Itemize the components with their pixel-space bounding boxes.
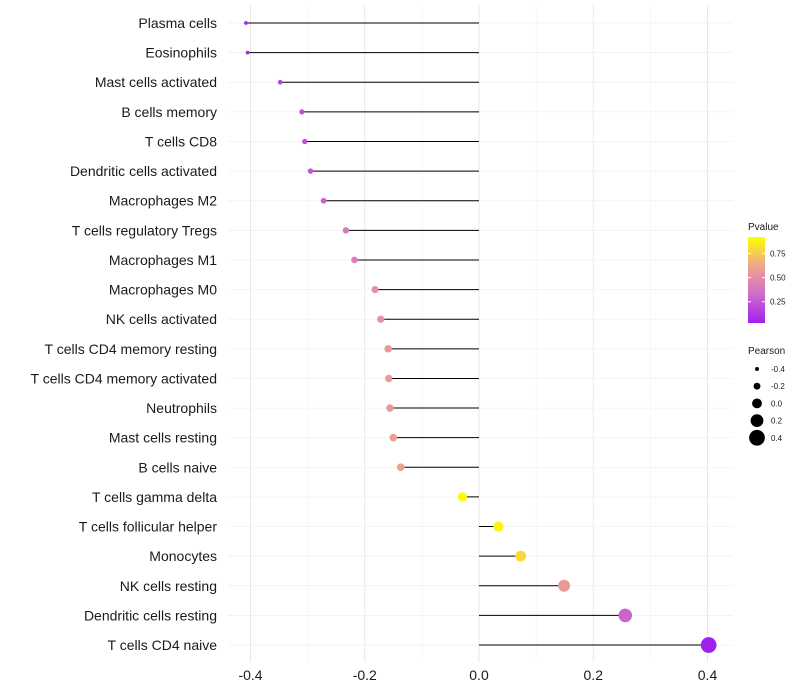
data-point <box>700 637 717 653</box>
data-point <box>558 579 571 592</box>
data-point <box>277 79 283 85</box>
category-label: Mast cells resting <box>109 430 217 446</box>
category-label: Plasma cells <box>138 15 217 31</box>
pearson-legend-label: -0.2 <box>771 382 785 391</box>
category-label: T cells regulatory Tregs <box>72 222 217 238</box>
category-label: Monocytes <box>149 548 217 564</box>
stem-layer <box>245 22 709 646</box>
pearson-legend-label: -0.4 <box>771 365 785 374</box>
x-tick-label: 0.2 <box>584 667 604 683</box>
x-tick-label: 0.4 <box>698 667 718 683</box>
data-point <box>515 550 527 562</box>
data-point <box>307 168 314 174</box>
data-point <box>351 256 358 264</box>
category-label: NK cells activated <box>106 311 217 327</box>
category-label: Macrophages M2 <box>109 193 217 209</box>
data-point <box>384 345 392 353</box>
data-point <box>385 374 393 383</box>
data-point <box>371 286 379 294</box>
category-label: Eosinophils <box>145 45 217 61</box>
category-label: T cells CD4 naive <box>108 637 218 653</box>
x-tick-label: 0.0 <box>469 667 489 683</box>
category-label: B cells memory <box>121 104 217 120</box>
data-point <box>342 227 350 234</box>
category-label: Neutrophils <box>146 400 217 416</box>
pvalue-legend: Pvalue 0.25 0.50 0.75 <box>748 222 786 323</box>
data-point <box>299 109 305 115</box>
x-tick-label: -0.2 <box>353 667 377 683</box>
category-label: Mast cells activated <box>95 74 217 90</box>
data-point <box>386 404 394 412</box>
category-label: T cells gamma delta <box>92 489 217 505</box>
data-point <box>457 492 468 502</box>
pvalue-legend-label: 0.50 <box>770 274 786 283</box>
point-layer <box>244 21 717 653</box>
pearson-legend-dot <box>752 398 762 409</box>
category-label: B cells naive <box>138 459 217 475</box>
category-label: T cells CD4 memory activated <box>31 370 217 386</box>
data-point <box>244 21 248 25</box>
data-point <box>493 521 504 532</box>
pvalue-legend-label: 0.75 <box>770 249 786 258</box>
pvalue-colorbar <box>748 237 765 323</box>
data-point <box>377 315 385 323</box>
category-label: T cells CD8 <box>145 133 217 149</box>
data-point <box>618 608 633 623</box>
pvalue-legend-label: 0.25 <box>770 298 786 307</box>
category-label: T cells CD4 memory resting <box>45 341 217 357</box>
data-point <box>302 138 308 145</box>
pvalue-legend-title: Pvalue <box>748 222 779 233</box>
pearson-legend-label: 0.0 <box>771 399 783 408</box>
data-point <box>389 433 398 442</box>
category-label: Dendritic cells activated <box>70 163 217 179</box>
grid-layer <box>228 5 733 662</box>
pearson-legend-dot <box>753 382 761 390</box>
category-label: Macrophages M0 <box>109 282 217 298</box>
category-label: Macrophages M1 <box>109 252 217 268</box>
data-point <box>396 463 405 472</box>
pearson-legend-label: 0.2 <box>771 417 783 426</box>
pearson-legend: Pearson -0.4 -0.2 0.0 0.2 0.4 <box>748 346 785 446</box>
x-axis-ticks: -0.4 -0.2 0.0 0.2 0.4 <box>238 667 717 683</box>
category-label: T cells follicular helper <box>79 519 218 535</box>
y-axis-labels: Plasma cells Eosinophils Mast cells activa… <box>31 15 218 653</box>
pearson-legend-label: 0.4 <box>771 434 783 443</box>
category-label: NK cells resting <box>120 578 217 594</box>
pearson-legend-dot <box>749 429 765 446</box>
data-point <box>245 50 250 55</box>
pearson-legend-dot <box>755 367 759 371</box>
pearson-legend-dot <box>750 414 764 427</box>
x-tick-label: -0.4 <box>238 667 262 683</box>
category-label: Dendritic cells resting <box>84 607 217 623</box>
pearson-legend-title: Pearson <box>748 346 785 357</box>
data-point <box>320 197 327 204</box>
